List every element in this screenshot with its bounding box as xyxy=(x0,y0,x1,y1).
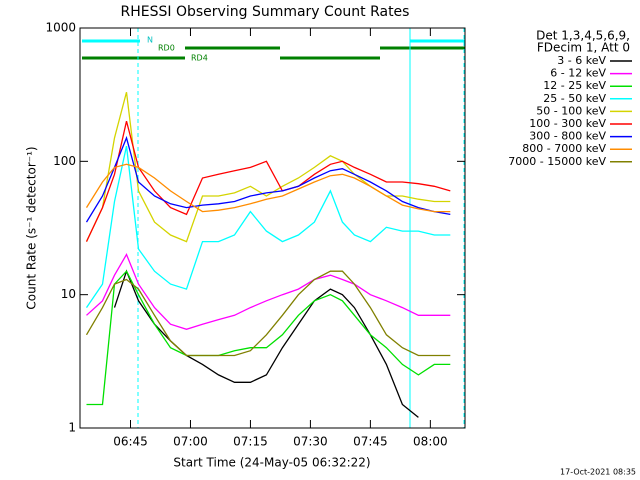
series-line xyxy=(113,269,419,418)
legend-label: 6 - 12 keV xyxy=(550,67,606,80)
annotation: RD4 xyxy=(191,54,208,63)
x-tick-label: 07:45 xyxy=(353,435,388,449)
plot-frame xyxy=(79,27,466,429)
legend-header: FDecim 1, Att 0 xyxy=(537,41,630,55)
x-tick-label: 07:30 xyxy=(293,435,328,449)
legend-label: 100 - 300 keV xyxy=(529,117,606,130)
x-tick-label: 07:15 xyxy=(233,435,268,449)
x-axis-label: Start Time (24-May-05 06:32:22) xyxy=(173,456,370,470)
chart-title: RHESSI Observing Summary Count Rates xyxy=(121,4,410,20)
series-line xyxy=(85,145,451,308)
series-line xyxy=(85,270,451,357)
y-tick-label: 10 xyxy=(61,287,76,301)
legend-label: 25 - 50 keV xyxy=(543,92,606,105)
legend-label: 7000 - 15000 keV xyxy=(508,155,606,168)
legend-label: 50 - 100 keV xyxy=(536,104,606,117)
legend-label: 12 - 25 keV xyxy=(543,79,606,92)
legend-label: 3 - 6 keV xyxy=(557,54,606,67)
status-bars: N RD0 RD4 xyxy=(82,28,465,428)
y-tick-label: 1 xyxy=(68,421,76,435)
y-tick-label: 100 xyxy=(53,154,76,168)
legend-label: 300 - 800 keV xyxy=(529,130,606,143)
annotation: RD0 xyxy=(158,44,175,53)
x-tick-label: 06:45 xyxy=(113,435,148,449)
y-axis-label: Count Rate (s⁻¹ detector⁻¹) xyxy=(25,146,39,309)
series-line xyxy=(86,270,451,406)
series-line xyxy=(85,135,451,223)
legend-header: Det 1,3,4,5,6,9, xyxy=(536,29,630,43)
x-tick-label: 08:00 xyxy=(413,435,448,449)
series-line xyxy=(85,163,451,213)
series-line xyxy=(86,253,451,330)
legend-label: 800 - 7000 keV xyxy=(522,142,606,155)
x-tick-label: 07:00 xyxy=(173,435,208,449)
y-tick-label: 1000 xyxy=(45,21,76,35)
timestamp: 17-Oct-2021 08:35 xyxy=(560,468,636,477)
annotation: N xyxy=(147,36,153,45)
